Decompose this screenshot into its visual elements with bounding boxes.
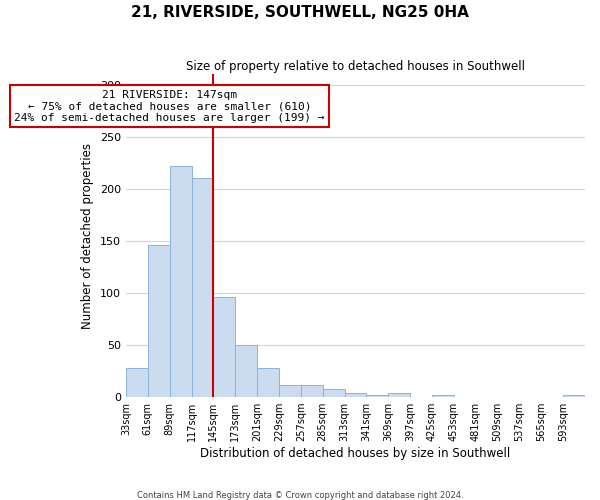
Bar — [148, 245, 170, 397]
Bar — [279, 384, 301, 397]
Bar — [214, 297, 235, 397]
Title: Size of property relative to detached houses in Southwell: Size of property relative to detached ho… — [186, 60, 525, 73]
Bar — [432, 395, 454, 397]
Bar — [126, 368, 148, 397]
Bar — [323, 389, 344, 397]
Bar — [388, 393, 410, 397]
Text: Contains HM Land Registry data © Crown copyright and database right 2024.: Contains HM Land Registry data © Crown c… — [137, 490, 463, 500]
Bar — [301, 384, 323, 397]
X-axis label: Distribution of detached houses by size in Southwell: Distribution of detached houses by size … — [200, 447, 511, 460]
Bar — [367, 395, 388, 397]
Bar — [170, 166, 191, 397]
Bar — [344, 393, 367, 397]
Text: 21 RIVERSIDE: 147sqm
← 75% of detached houses are smaller (610)
24% of semi-deta: 21 RIVERSIDE: 147sqm ← 75% of detached h… — [14, 90, 325, 123]
Bar — [191, 178, 214, 397]
Bar — [257, 368, 279, 397]
Bar — [235, 345, 257, 397]
Y-axis label: Number of detached properties: Number of detached properties — [82, 142, 94, 328]
Text: 21, RIVERSIDE, SOUTHWELL, NG25 0HA: 21, RIVERSIDE, SOUTHWELL, NG25 0HA — [131, 5, 469, 20]
Bar — [563, 395, 585, 397]
